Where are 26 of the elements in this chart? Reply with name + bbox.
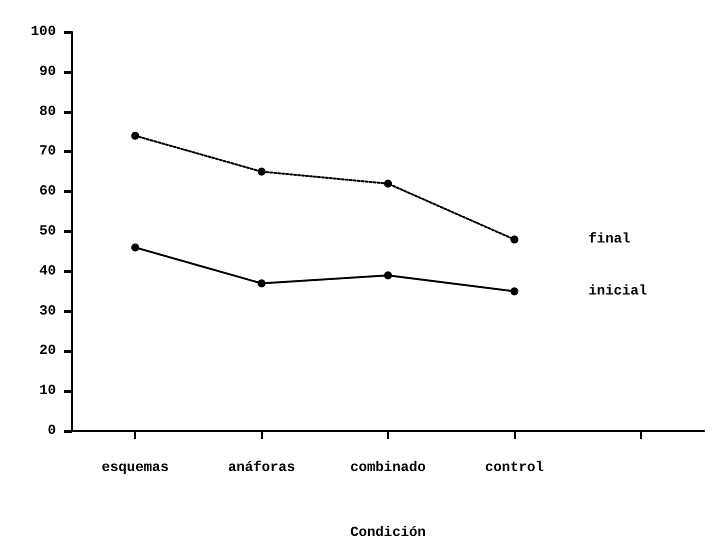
x-axis-title: Condición — [350, 525, 426, 541]
point — [258, 168, 266, 176]
point — [131, 243, 140, 252]
y-tick-label: 100 — [30, 24, 56, 40]
point — [384, 271, 392, 280]
point — [510, 287, 518, 296]
y-tick-label: 20 — [39, 343, 56, 360]
y-tick-label: 10 — [39, 383, 56, 400]
y-tick-label: 90 — [39, 64, 56, 80]
y-tick-label: 0 — [48, 423, 56, 439]
y-tick-label: 70 — [39, 144, 56, 160]
x-tick-label: control — [484, 460, 544, 476]
y-tick-label: 40 — [39, 263, 56, 280]
y-tick-label: 30 — [39, 303, 56, 320]
y-tick-label: 50 — [39, 224, 56, 240]
x-tick-label: anáforas — [228, 460, 296, 476]
x-tick-label: combinado — [350, 460, 426, 476]
point — [258, 279, 266, 288]
point — [510, 235, 518, 244]
x-tick-label: esquemas — [102, 460, 169, 476]
y-tick-label: 60 — [39, 184, 56, 200]
text: inicial — [588, 283, 648, 300]
text: final — [588, 231, 630, 248]
point — [384, 180, 392, 188]
point — [131, 132, 140, 140]
y-tick-label: 80 — [39, 104, 56, 120]
